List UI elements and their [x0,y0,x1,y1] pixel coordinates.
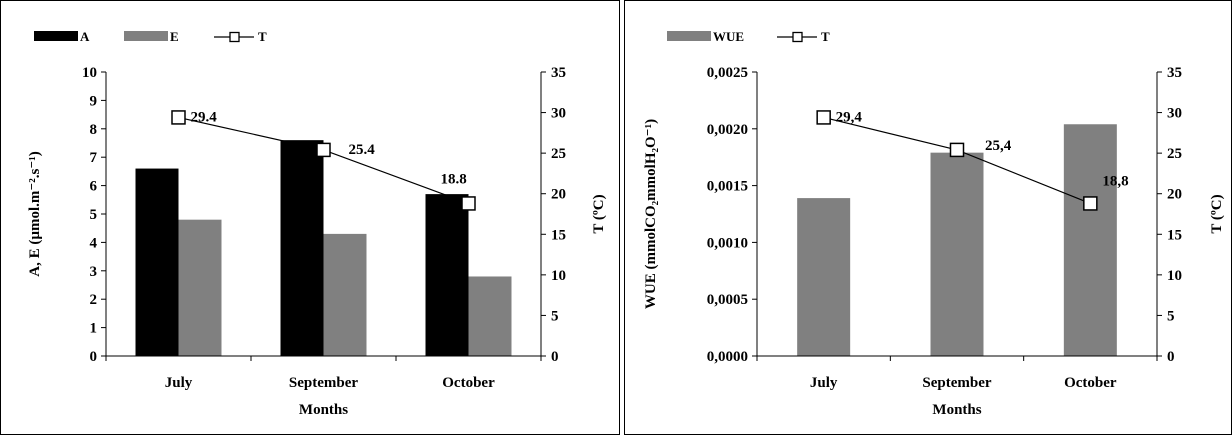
legend-label-t: T [258,29,267,44]
bar-a-july [135,168,179,356]
bar-e-september [323,233,367,356]
y-tick-label-right: 10 [1167,268,1182,284]
y-tick-label-left: 10 [82,65,97,81]
y-axis-title-left: A, E (µmol.m⁻².s⁻¹) [27,151,43,277]
y-tick-label-left: 9 [90,93,98,109]
x-axis-title: Months [932,402,981,418]
legend-marker-t [229,31,240,43]
y-tick-label-right: 25 [1167,146,1182,162]
x-tick-label: July [810,375,838,391]
bar-a-october [425,194,469,356]
y-tick-label-left: 3 [90,264,98,280]
legend-label-t: T [821,29,830,44]
bar-wue-october [1063,124,1117,356]
data-label-t: 29,4 [836,109,863,125]
y-tick-label-right: 5 [1167,308,1175,324]
data-label-t: 18,8 [1102,173,1128,189]
data-label-t: 25,4 [985,138,1012,154]
y-tick-label-left: 0,0020 [707,122,748,138]
y-tick-label-left: 0 [90,349,98,365]
bar-a-september [280,140,324,356]
y-tick-label-right: 5 [551,308,559,324]
y-tick-label-right: 30 [551,106,566,122]
marker-t-july [816,110,831,125]
y-tick-label-right: 0 [1167,349,1175,365]
legend-swatch-e [124,31,168,41]
y-tick-label-left: 2 [90,292,98,308]
bar-wue-september [930,152,984,356]
chart-svg-wue: 0,0000 0,0005 0,0010 0,0015 0,0020 0,0025 0 5 10… [643,29,1225,418]
data-label-t: 25.4 [349,142,376,158]
chart-panel-wue: 0,0000 0,0005 0,0010 0,0015 0,0020 0,0025 0 5 10… [624,0,1232,435]
x-axis-title: Months [299,402,348,418]
chart-panel-photosynthesis: 0 1 2 3 4 5 6 7 8 9 10 0 5 10 15 20 25 30 35 July September O… [0,0,620,435]
y-tick-label-right: 20 [1167,187,1182,203]
y-tick-label-left: 0,0005 [707,292,748,308]
x-tick-label: July [165,375,193,391]
y-tick-label-left: 7 [90,150,98,166]
y-tick-label-right: 20 [551,187,566,203]
x-tick-label: October [442,375,495,391]
marker-t-september [949,142,965,158]
x-tick-label: September [289,375,358,391]
bar-e-october [468,276,512,356]
legend-swatch-a [34,31,78,41]
x-tick-label: October [1064,375,1117,391]
data-label-t: 29.4 [191,109,218,125]
y-tick-label-left: 6 [90,179,98,195]
y-tick-label-left: 4 [90,235,98,251]
x-tick-label: September [922,375,991,391]
bar-e-july [178,219,222,356]
y-tick-label-right: 35 [1167,65,1182,81]
marker-t-october [1083,196,1098,211]
y-tick-label-right: 25 [551,146,566,162]
y-tick-label-right: 10 [551,268,566,284]
y-tick-label-right: 30 [1167,106,1182,122]
marker-t-october [461,196,476,211]
y-tick-label-left: 0,0015 [707,179,748,195]
bar-wue-july [797,198,851,356]
chart-svg-photosynthesis: 0 1 2 3 4 5 6 7 8 9 10 0 5 10 15 20 25 30 35 July September O… [27,29,607,418]
legend-label-a: A [80,29,90,44]
marker-t-september [316,142,331,158]
legend-swatch-wue [667,31,711,41]
y-tick-label-left: 0,0025 [707,65,748,81]
y-tick-label-left: 5 [90,207,98,223]
legend-label-wue: WUE [713,29,744,44]
y-tick-label-right: 15 [1167,227,1182,243]
legend-marker-t [792,31,803,43]
y-tick-label-right: 35 [551,65,566,81]
y-axis-title-left: WUE (mmolCO₂mmolH₂O⁻¹) [643,119,659,309]
legend-label-e: E [170,29,179,44]
y-axis-title-right: T (ºC) [591,194,607,233]
data-label-t: 18.8 [441,171,467,187]
y-tick-label-left: 8 [90,122,98,138]
marker-t-july [171,110,186,125]
y-tick-label-right: 0 [551,349,559,365]
y-tick-label-left: 1 [90,321,98,337]
y-tick-label-left: 0,0010 [707,235,748,251]
y-tick-label-right: 15 [551,227,566,243]
y-axis-title-right: T (ºC) [1209,194,1225,233]
y-tick-label-left: 0,0000 [707,349,748,365]
